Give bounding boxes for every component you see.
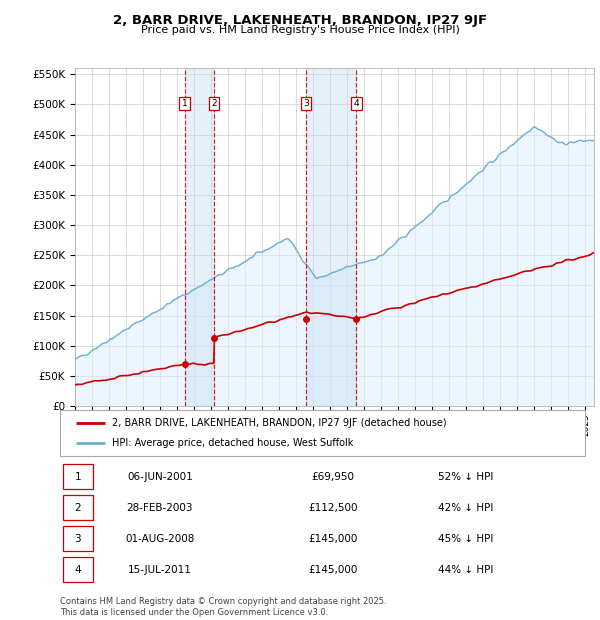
Text: £69,950: £69,950 [311, 472, 355, 482]
Text: HPI: Average price, detached house, West Suffolk: HPI: Average price, detached house, West… [113, 438, 354, 448]
Text: 4: 4 [353, 99, 359, 108]
Bar [62, 526, 93, 551]
Text: 1: 1 [182, 99, 187, 108]
Text: 44% ↓ HPI: 44% ↓ HPI [438, 565, 493, 575]
Text: 3: 3 [74, 534, 81, 544]
Text: 2, BARR DRIVE, LAKENHEATH, BRANDON, IP27 9JF (detached house): 2, BARR DRIVE, LAKENHEATH, BRANDON, IP27… [113, 418, 447, 428]
Text: 28-FEB-2003: 28-FEB-2003 [127, 503, 193, 513]
Text: 52% ↓ HPI: 52% ↓ HPI [438, 472, 493, 482]
Bar [62, 495, 93, 520]
Bar [306, 68, 356, 406]
Text: 15-JUL-2011: 15-JUL-2011 [128, 565, 191, 575]
Text: 45% ↓ HPI: 45% ↓ HPI [438, 534, 493, 544]
Text: 06-JUN-2001: 06-JUN-2001 [127, 472, 193, 482]
Text: 2: 2 [211, 99, 217, 108]
Text: Contains HM Land Registry data © Crown copyright and database right 2025.
This d: Contains HM Land Registry data © Crown c… [60, 598, 386, 617]
Text: 2: 2 [74, 503, 81, 513]
Bar [185, 68, 214, 406]
Text: £112,500: £112,500 [308, 503, 358, 513]
Text: 4: 4 [74, 565, 81, 575]
Text: 2, BARR DRIVE, LAKENHEATH, BRANDON, IP27 9JF: 2, BARR DRIVE, LAKENHEATH, BRANDON, IP27… [113, 14, 487, 27]
Text: 42% ↓ HPI: 42% ↓ HPI [438, 503, 493, 513]
Text: 1: 1 [74, 472, 81, 482]
Text: £145,000: £145,000 [308, 565, 358, 575]
Bar [62, 464, 93, 489]
Text: Price paid vs. HM Land Registry's House Price Index (HPI): Price paid vs. HM Land Registry's House … [140, 25, 460, 35]
Bar [62, 557, 93, 582]
Text: £145,000: £145,000 [308, 534, 358, 544]
Text: 3: 3 [303, 99, 309, 108]
Text: 01-AUG-2008: 01-AUG-2008 [125, 534, 194, 544]
